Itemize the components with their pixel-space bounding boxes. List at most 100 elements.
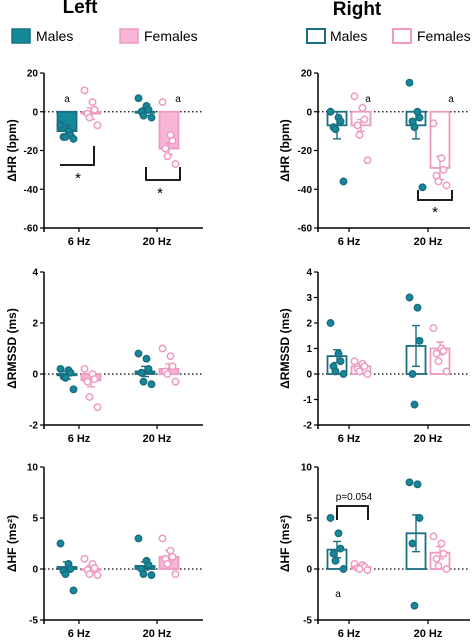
data-point: [134, 534, 143, 543]
significance-bracket: [145, 167, 181, 181]
y-tick-label: 2: [32, 319, 38, 330]
data-point: [158, 534, 167, 543]
data-point: [137, 368, 146, 377]
data-point: [139, 570, 148, 579]
data-point: [90, 105, 99, 114]
data-point: [353, 121, 362, 130]
y-tick-label: 0: [306, 107, 312, 118]
data-point: [144, 105, 153, 114]
data-point: [360, 362, 369, 371]
data-point: [56, 539, 65, 548]
data-point: [168, 362, 177, 371]
x-tick-label: 20 Hz: [143, 628, 172, 640]
title-left: Left: [63, 0, 99, 18]
data-point: [88, 98, 97, 107]
data-point: [329, 549, 338, 558]
chart-left-hr: 20 0 -20 -40 -60 ΔHR (bpm) 6 Hz 20 Hz a a * *: [5, 69, 203, 248]
legend-left-females-label: Females: [144, 28, 198, 44]
data-point: [158, 98, 167, 107]
y-axis-label: ΔHF (ms²): [5, 515, 19, 572]
y-tick-label: 20: [27, 69, 39, 80]
y-tick-label: 0: [32, 107, 38, 118]
data-point: [85, 393, 94, 401]
data-point: [69, 134, 78, 143]
y-axis-label: ΔHF (ms²): [278, 515, 292, 572]
annotation-a: a: [64, 94, 70, 105]
y-tick-label: 4: [32, 268, 38, 279]
data-point: [350, 357, 359, 366]
data-point: [413, 480, 422, 489]
x-tick-label: 6 Hz: [68, 628, 91, 640]
data-point: [418, 183, 427, 192]
significance-bracket: [336, 505, 369, 520]
data-point: [144, 560, 153, 569]
data-point: [139, 111, 148, 120]
x-tick-label: 20 Hz: [143, 433, 172, 445]
data-point: [442, 565, 451, 573]
y-tick-label: 2: [306, 319, 312, 330]
y-tick-label: -5: [29, 616, 38, 627]
legend-left-males-label: Males: [36, 28, 73, 44]
data-point: [61, 373, 70, 382]
y-tick-label: -60: [24, 224, 39, 235]
significance-star: *: [157, 185, 163, 202]
data-point: [171, 160, 180, 169]
data-point: [410, 400, 419, 409]
data-point: [405, 478, 414, 487]
chart-right-rmssd: 4 3 2 1 0 -1 -2 ΔRMSSD (ms) 6 Hz 20 Hz: [278, 268, 470, 445]
y-tick-label: 5: [32, 514, 38, 525]
data-point: [144, 364, 153, 373]
data-point: [408, 539, 417, 548]
legend-right-males-label: Males: [330, 28, 367, 44]
y-tick-label: 20: [301, 69, 313, 80]
data-point: [437, 539, 446, 548]
data-point: [415, 514, 424, 522]
significance-bracket: [60, 146, 95, 166]
data-point: [161, 144, 170, 153]
y-tick-label: 4: [306, 268, 312, 279]
x-tick-label: 20 Hz: [414, 628, 443, 640]
data-point: [439, 347, 448, 355]
data-point: [93, 403, 102, 412]
x-tick-label: 20 Hz: [143, 236, 172, 248]
data-point: [410, 601, 419, 610]
data-point: [142, 354, 151, 363]
y-tick-label: -20: [298, 146, 313, 157]
significance-bracket: [417, 190, 453, 201]
data-point: [134, 349, 143, 358]
data-point: [90, 375, 99, 384]
data-point: [163, 559, 172, 568]
data-point: [410, 123, 419, 132]
data-point: [339, 177, 348, 186]
data-point: [432, 554, 441, 563]
data-point: [66, 565, 75, 573]
data-point: [85, 570, 94, 579]
data-point: [171, 570, 180, 579]
chart-right-hr: 20 0 -20 -40 -60 ΔHR (bpm) 6 Hz 20 Hz a a *: [278, 69, 470, 248]
p-value-label: p=0.054: [336, 492, 373, 503]
x-tick-label: 6 Hz: [338, 433, 361, 445]
legend-right-females-label: Females: [417, 28, 471, 44]
x-tick-label: 20 Hz: [414, 433, 443, 445]
data-point: [69, 586, 78, 595]
data-point: [326, 514, 335, 522]
data-point: [363, 156, 372, 165]
data-point: [360, 115, 369, 124]
data-point: [355, 131, 364, 139]
y-tick-label: 10: [301, 463, 313, 474]
data-point: [405, 293, 414, 302]
data-point: [171, 377, 180, 386]
legend-right-female-swatch: [392, 28, 412, 44]
legend-right-male-swatch: [306, 28, 326, 44]
y-tick-label: -20: [24, 146, 39, 157]
data-point: [168, 552, 177, 561]
chart-right-hf: 10 5 0 -5 ΔHF (ms²) 6 Hz 20 Hz p=0.054 a: [278, 463, 470, 640]
data-point: [93, 571, 102, 580]
data-point: [85, 113, 94, 122]
x-tick-label: 6 Hz: [68, 433, 91, 445]
data-point: [134, 94, 143, 103]
data-point: [442, 367, 451, 376]
annotation-a: a: [335, 589, 341, 600]
